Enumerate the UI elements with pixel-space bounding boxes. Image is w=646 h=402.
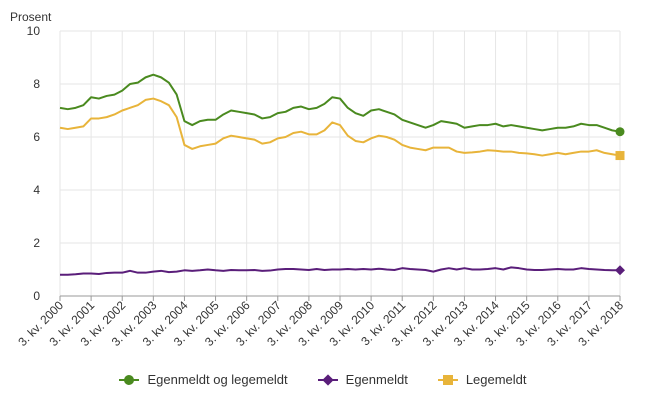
legend-label: Egenmeldt og legemeldt xyxy=(147,372,288,387)
y-axis-title: Prosent xyxy=(10,10,52,24)
legend-swatch-square xyxy=(437,374,458,385)
series-end-markers xyxy=(615,127,625,276)
y-tick-label: 2 xyxy=(33,236,40,250)
legend-swatch-diamond xyxy=(317,373,338,386)
legend-item-legemeldt[interactable]: Legemeldt xyxy=(437,372,527,387)
legend-label: Legemeldt xyxy=(465,372,527,387)
legend-swatch-circle xyxy=(119,374,140,385)
y-tick-label: 4 xyxy=(33,183,40,197)
series-line-1 xyxy=(60,266,620,276)
series-lines xyxy=(59,73,621,276)
series-line-0 xyxy=(59,73,621,133)
y-tick-label: 6 xyxy=(33,130,40,144)
y-tick-label: 10 xyxy=(27,24,41,38)
chart-legend: Egenmeldt og legemeldt Egenmeldt Legemel… xyxy=(0,372,646,387)
series-line-2 xyxy=(59,97,621,157)
y-tick-label: 8 xyxy=(33,77,40,91)
legend-label: Egenmeldt xyxy=(345,372,408,387)
grid xyxy=(59,30,621,296)
legend-item-egenmeldt[interactable]: Egenmeldt xyxy=(317,372,408,387)
y-tick-label: 0 xyxy=(33,289,40,303)
series-end-marker xyxy=(615,151,625,161)
series-end-marker xyxy=(615,127,625,137)
series-end-marker xyxy=(615,265,625,276)
legend-item-egenmeldt-og-legemeldt[interactable]: Egenmeldt og legemeldt xyxy=(119,372,288,387)
